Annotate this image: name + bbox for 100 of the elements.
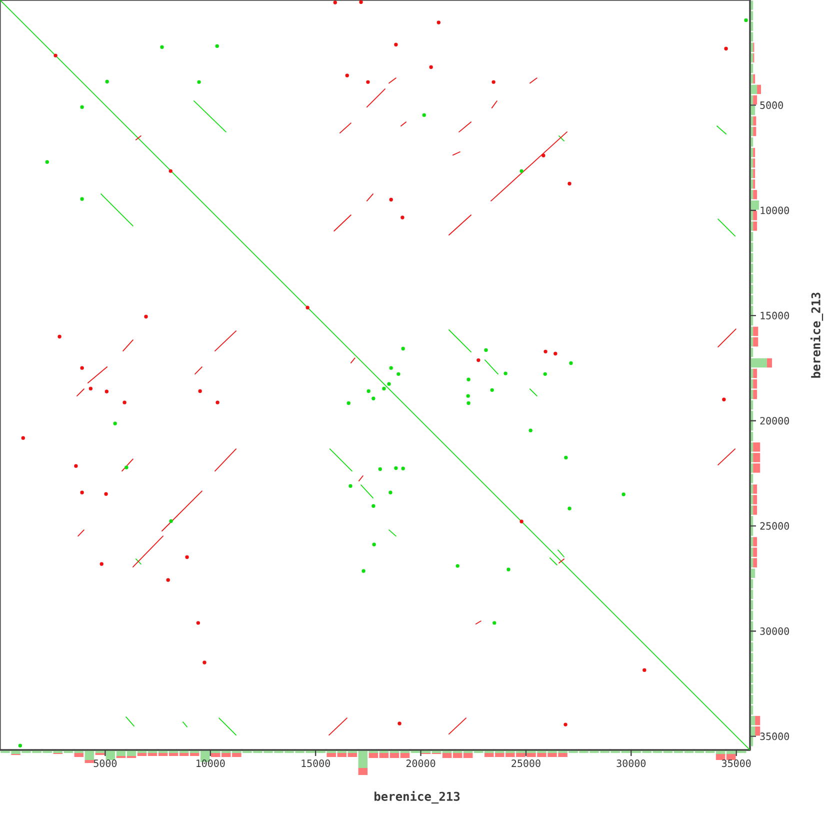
y-tick-label: 30000 xyxy=(760,627,789,635)
point xyxy=(348,484,352,488)
bar xyxy=(358,768,368,775)
point xyxy=(389,198,393,202)
x-axis-title: berenice_213 xyxy=(374,790,460,804)
point xyxy=(333,0,337,4)
point xyxy=(401,346,405,350)
bar xyxy=(84,760,94,763)
y-tick-label: 10000 xyxy=(760,206,789,214)
point xyxy=(197,80,201,84)
point xyxy=(45,160,49,164)
point xyxy=(466,378,470,382)
point xyxy=(543,372,547,376)
point xyxy=(387,382,391,386)
x-tick-label: 25000 xyxy=(512,760,540,768)
point xyxy=(216,400,220,404)
point xyxy=(366,80,370,84)
point xyxy=(100,562,104,566)
point xyxy=(484,348,488,352)
x-tick-label: 20000 xyxy=(406,760,436,768)
point xyxy=(466,401,470,405)
point xyxy=(18,744,22,748)
point xyxy=(398,722,402,726)
point xyxy=(544,350,548,354)
point xyxy=(422,113,426,117)
point xyxy=(520,520,524,524)
point xyxy=(542,154,546,158)
point xyxy=(568,506,572,510)
y-tick-label: 35000 xyxy=(760,732,789,740)
y-tick-label: 15000 xyxy=(760,312,789,320)
point xyxy=(372,396,376,400)
point xyxy=(456,564,460,568)
point xyxy=(144,314,148,318)
point xyxy=(104,492,108,496)
y-tick-label: 20000 xyxy=(760,416,789,425)
point xyxy=(80,197,84,201)
point xyxy=(166,578,170,582)
bar xyxy=(753,95,758,105)
bar xyxy=(766,358,772,368)
y-axis-title: berenice_213 xyxy=(810,292,824,378)
point xyxy=(74,464,78,468)
point xyxy=(724,46,728,50)
bar xyxy=(757,84,762,94)
point xyxy=(113,422,117,426)
point xyxy=(504,372,508,376)
point xyxy=(88,386,93,390)
point xyxy=(80,105,84,109)
point xyxy=(382,386,386,390)
point xyxy=(564,722,568,726)
point xyxy=(105,80,109,84)
point xyxy=(436,20,440,24)
point xyxy=(564,456,568,460)
point xyxy=(396,372,400,376)
point xyxy=(185,555,189,559)
point xyxy=(104,390,109,394)
point xyxy=(124,466,128,470)
point xyxy=(388,490,392,494)
point xyxy=(744,18,748,22)
point xyxy=(306,306,310,310)
point xyxy=(394,42,398,46)
point xyxy=(54,54,58,58)
point xyxy=(378,467,382,471)
point xyxy=(401,466,405,470)
point xyxy=(492,80,496,84)
point xyxy=(366,389,370,393)
x-tick-label: 15000 xyxy=(302,760,330,768)
point xyxy=(372,542,376,546)
point xyxy=(476,358,480,362)
point xyxy=(372,504,376,508)
point xyxy=(389,366,393,370)
point xyxy=(80,366,84,370)
point xyxy=(520,169,524,173)
x-tick-label: 30000 xyxy=(616,760,646,768)
point xyxy=(215,44,219,48)
point xyxy=(345,74,349,78)
bar xyxy=(74,753,84,757)
point xyxy=(466,394,470,398)
point xyxy=(554,352,558,356)
point xyxy=(169,519,173,523)
point xyxy=(429,65,433,69)
y-tick-label: 25000 xyxy=(760,522,789,530)
point xyxy=(359,0,363,4)
point xyxy=(528,428,532,432)
point xyxy=(80,490,84,494)
point xyxy=(58,334,62,338)
point xyxy=(492,621,496,625)
point xyxy=(506,568,510,572)
point xyxy=(160,45,164,49)
point xyxy=(622,492,626,496)
point xyxy=(198,389,202,393)
point xyxy=(346,401,350,405)
point xyxy=(362,569,366,573)
point xyxy=(490,388,494,392)
point xyxy=(569,361,573,365)
y-tick-label: 5000 xyxy=(760,101,783,109)
point xyxy=(568,182,572,186)
point xyxy=(21,436,25,440)
point xyxy=(202,660,206,664)
x-tick-label: 5000 xyxy=(94,760,117,768)
point xyxy=(642,668,646,672)
